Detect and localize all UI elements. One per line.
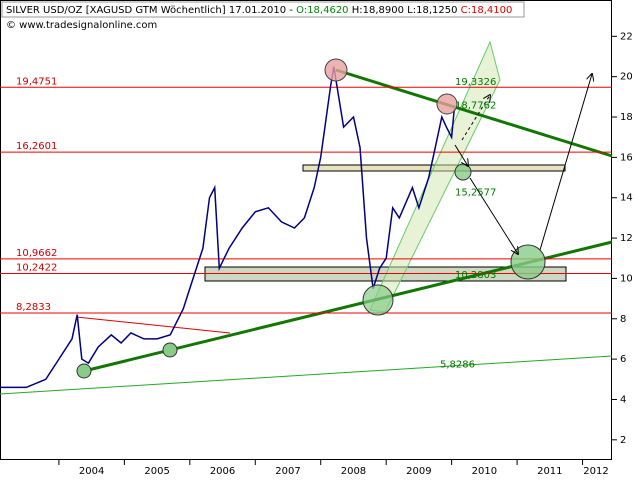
level-label: 10,9662 (16, 248, 57, 259)
symbol: SILVER USD/OZ [XAGUSD GTM Wöchentlich] (6, 5, 226, 16)
x-tick-label: 2005 (144, 466, 169, 477)
arrow (469, 177, 518, 254)
level-label: 19,4751 (16, 76, 57, 87)
x-tick-label: 2009 (406, 466, 431, 477)
y-tick-label: 22 (620, 31, 633, 42)
trend-line (335, 68, 613, 158)
level-label: 10,2803 (455, 270, 496, 281)
y-tick-label: 4 (620, 394, 626, 405)
y-tick-label: 2 (620, 435, 626, 446)
separator: - (289, 5, 293, 16)
arrow (454, 144, 468, 166)
circle-marker (510, 244, 546, 280)
circle-marker (76, 363, 92, 379)
y-tick-label: 20 (620, 72, 633, 83)
close: C:18,4100 (461, 5, 513, 16)
y-tick-label: 16 (620, 152, 633, 163)
x-tick-label: 2010 (472, 466, 497, 477)
circle-marker (362, 284, 394, 316)
level-label: 18,7762 (455, 100, 496, 111)
circle-marker (436, 93, 458, 115)
circle-marker (324, 58, 348, 82)
arrow (461, 95, 490, 141)
arrow (539, 74, 592, 251)
x-tick-label: 2012 (583, 466, 608, 477)
open: O:18,4620 (296, 5, 348, 16)
source: © www.tradesignalonline.com (6, 20, 157, 31)
level-label: 16,2601 (16, 141, 57, 152)
plot-frame (0, 0, 612, 460)
x-tick-label: 2004 (79, 466, 104, 477)
y-tick-label: 18 (620, 112, 633, 123)
level-label: 15,2577 (455, 187, 496, 198)
header: SILVER USD/OZ [XAGUSD GTM Wöchentlich] 1… (6, 5, 512, 16)
x-tick-label: 2011 (537, 466, 562, 477)
x-tick-label: 2007 (275, 466, 300, 477)
trend-line (0, 355, 613, 395)
low: L:18,1250 (407, 5, 457, 16)
trend-line (75, 316, 231, 334)
price-line (0, 66, 456, 389)
marker-layer (76, 58, 592, 379)
level-label: 5,8286 (440, 360, 475, 371)
x-tick-label: 2008 (341, 466, 366, 477)
level-label: 8,2833 (16, 302, 51, 313)
y-tick-label: 6 (620, 354, 626, 365)
annotation-layer (0, 40, 613, 395)
y-tick-label: 14 (620, 193, 633, 204)
y-tick-label: 12 (620, 233, 633, 244)
level-label: 10,2422 (16, 263, 57, 274)
high: H:18,8900 (352, 5, 404, 16)
y-tick-label: 10 (620, 273, 633, 284)
level-label: 19,3326 (455, 77, 496, 88)
circle-marker (454, 163, 472, 181)
header-box (1, 1, 525, 18)
y-tick-label: 8 (620, 314, 626, 325)
date: 17.01.2010 (229, 5, 286, 16)
circle-marker (162, 342, 178, 358)
x-tick-label: 2006 (210, 466, 235, 477)
